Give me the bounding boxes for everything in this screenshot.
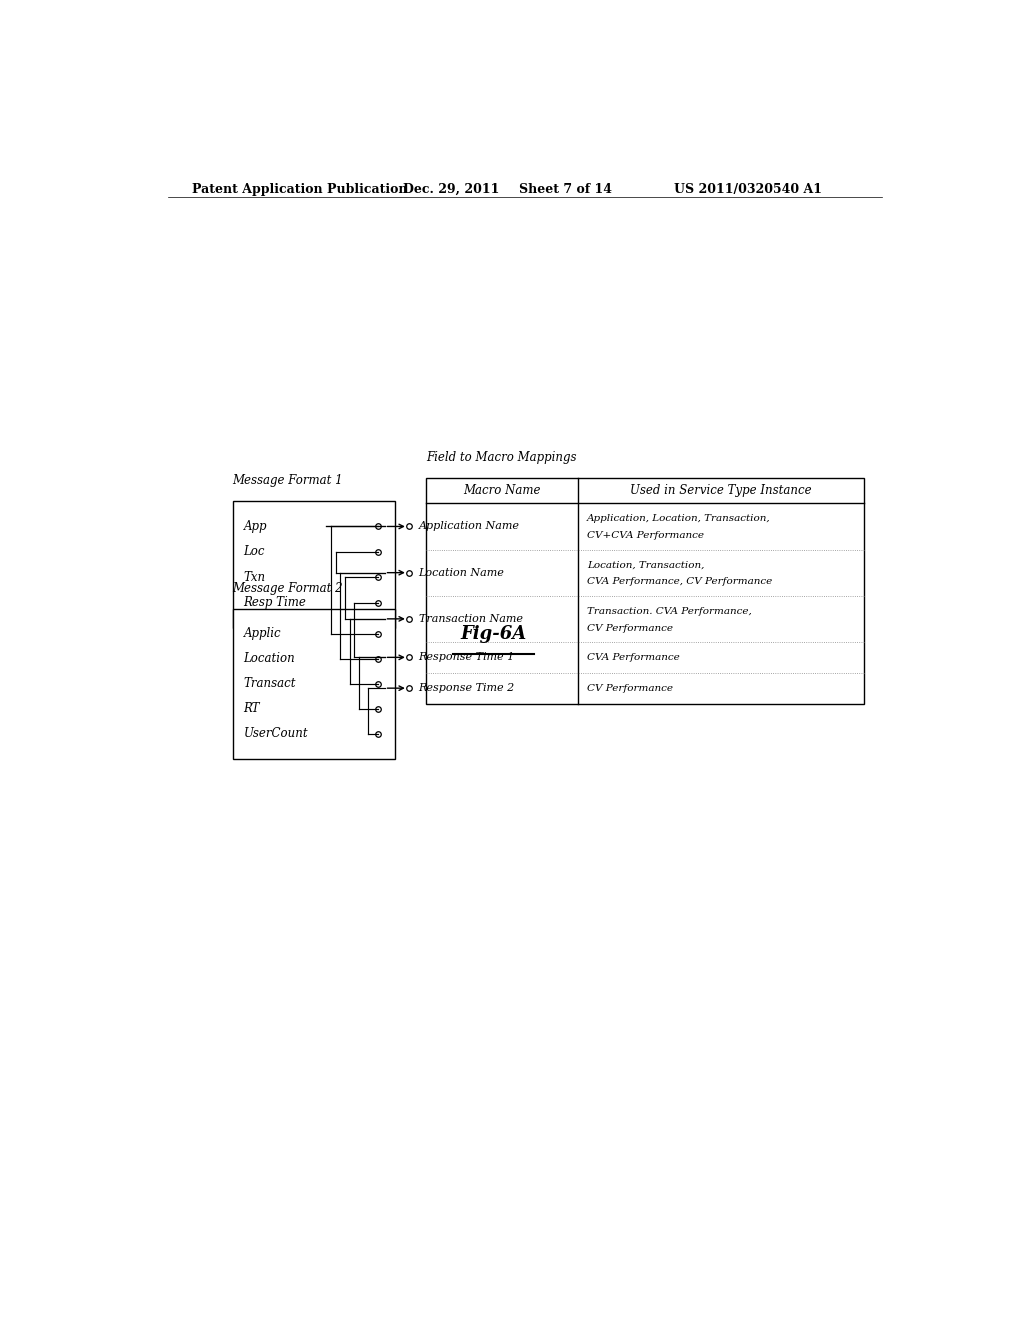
Bar	[232, 502, 395, 628]
Text: Resp Time: Resp Time	[244, 597, 306, 610]
Text: Patent Application Publication: Patent Application Publication	[191, 183, 408, 197]
Text: Location, Transaction,: Location, Transaction,	[587, 560, 705, 569]
Text: Txn: Txn	[244, 570, 265, 583]
Text: Macro Name: Macro Name	[463, 484, 541, 498]
Text: CVA Performance: CVA Performance	[587, 653, 680, 661]
Text: Transaction Name: Transaction Name	[419, 614, 522, 624]
Text: CVA Performance, CV Performance: CVA Performance, CV Performance	[587, 577, 772, 586]
Text: Field to Macro Mappings: Field to Macro Mappings	[426, 451, 577, 465]
Text: Application Name: Application Name	[419, 521, 519, 532]
Text: Applic: Applic	[244, 627, 282, 640]
Text: UserCount: UserCount	[244, 727, 308, 741]
Text: Dec. 29, 2011: Dec. 29, 2011	[403, 183, 500, 197]
Text: Message Format 2: Message Format 2	[232, 582, 343, 595]
Text: Transaction. CVA Performance,: Transaction. CVA Performance,	[587, 606, 752, 615]
Text: Fig-6A: Fig-6A	[461, 626, 527, 643]
Text: Response Time 1: Response Time 1	[419, 652, 515, 663]
Text: RT: RT	[244, 702, 260, 715]
Bar	[426, 478, 864, 704]
Text: CV Performance: CV Performance	[587, 623, 673, 632]
Text: App: App	[244, 520, 267, 533]
Bar	[232, 609, 395, 759]
Text: Message Format 1: Message Format 1	[232, 474, 343, 487]
Text: Response Time 2: Response Time 2	[419, 684, 515, 693]
Text: CV Performance: CV Performance	[587, 684, 673, 693]
Text: Used in Service Type Instance: Used in Service Type Instance	[630, 484, 812, 498]
Text: Location Name: Location Name	[419, 568, 505, 578]
Text: Location: Location	[244, 652, 295, 665]
Text: Sheet 7 of 14: Sheet 7 of 14	[519, 183, 612, 197]
Text: CV+CVA Performance: CV+CVA Performance	[587, 531, 703, 540]
Text: US 2011/0320540 A1: US 2011/0320540 A1	[675, 183, 822, 197]
Text: Loc: Loc	[244, 545, 265, 558]
Text: Application, Location, Transaction,: Application, Location, Transaction,	[587, 513, 770, 523]
Text: Transact: Transact	[244, 677, 296, 690]
